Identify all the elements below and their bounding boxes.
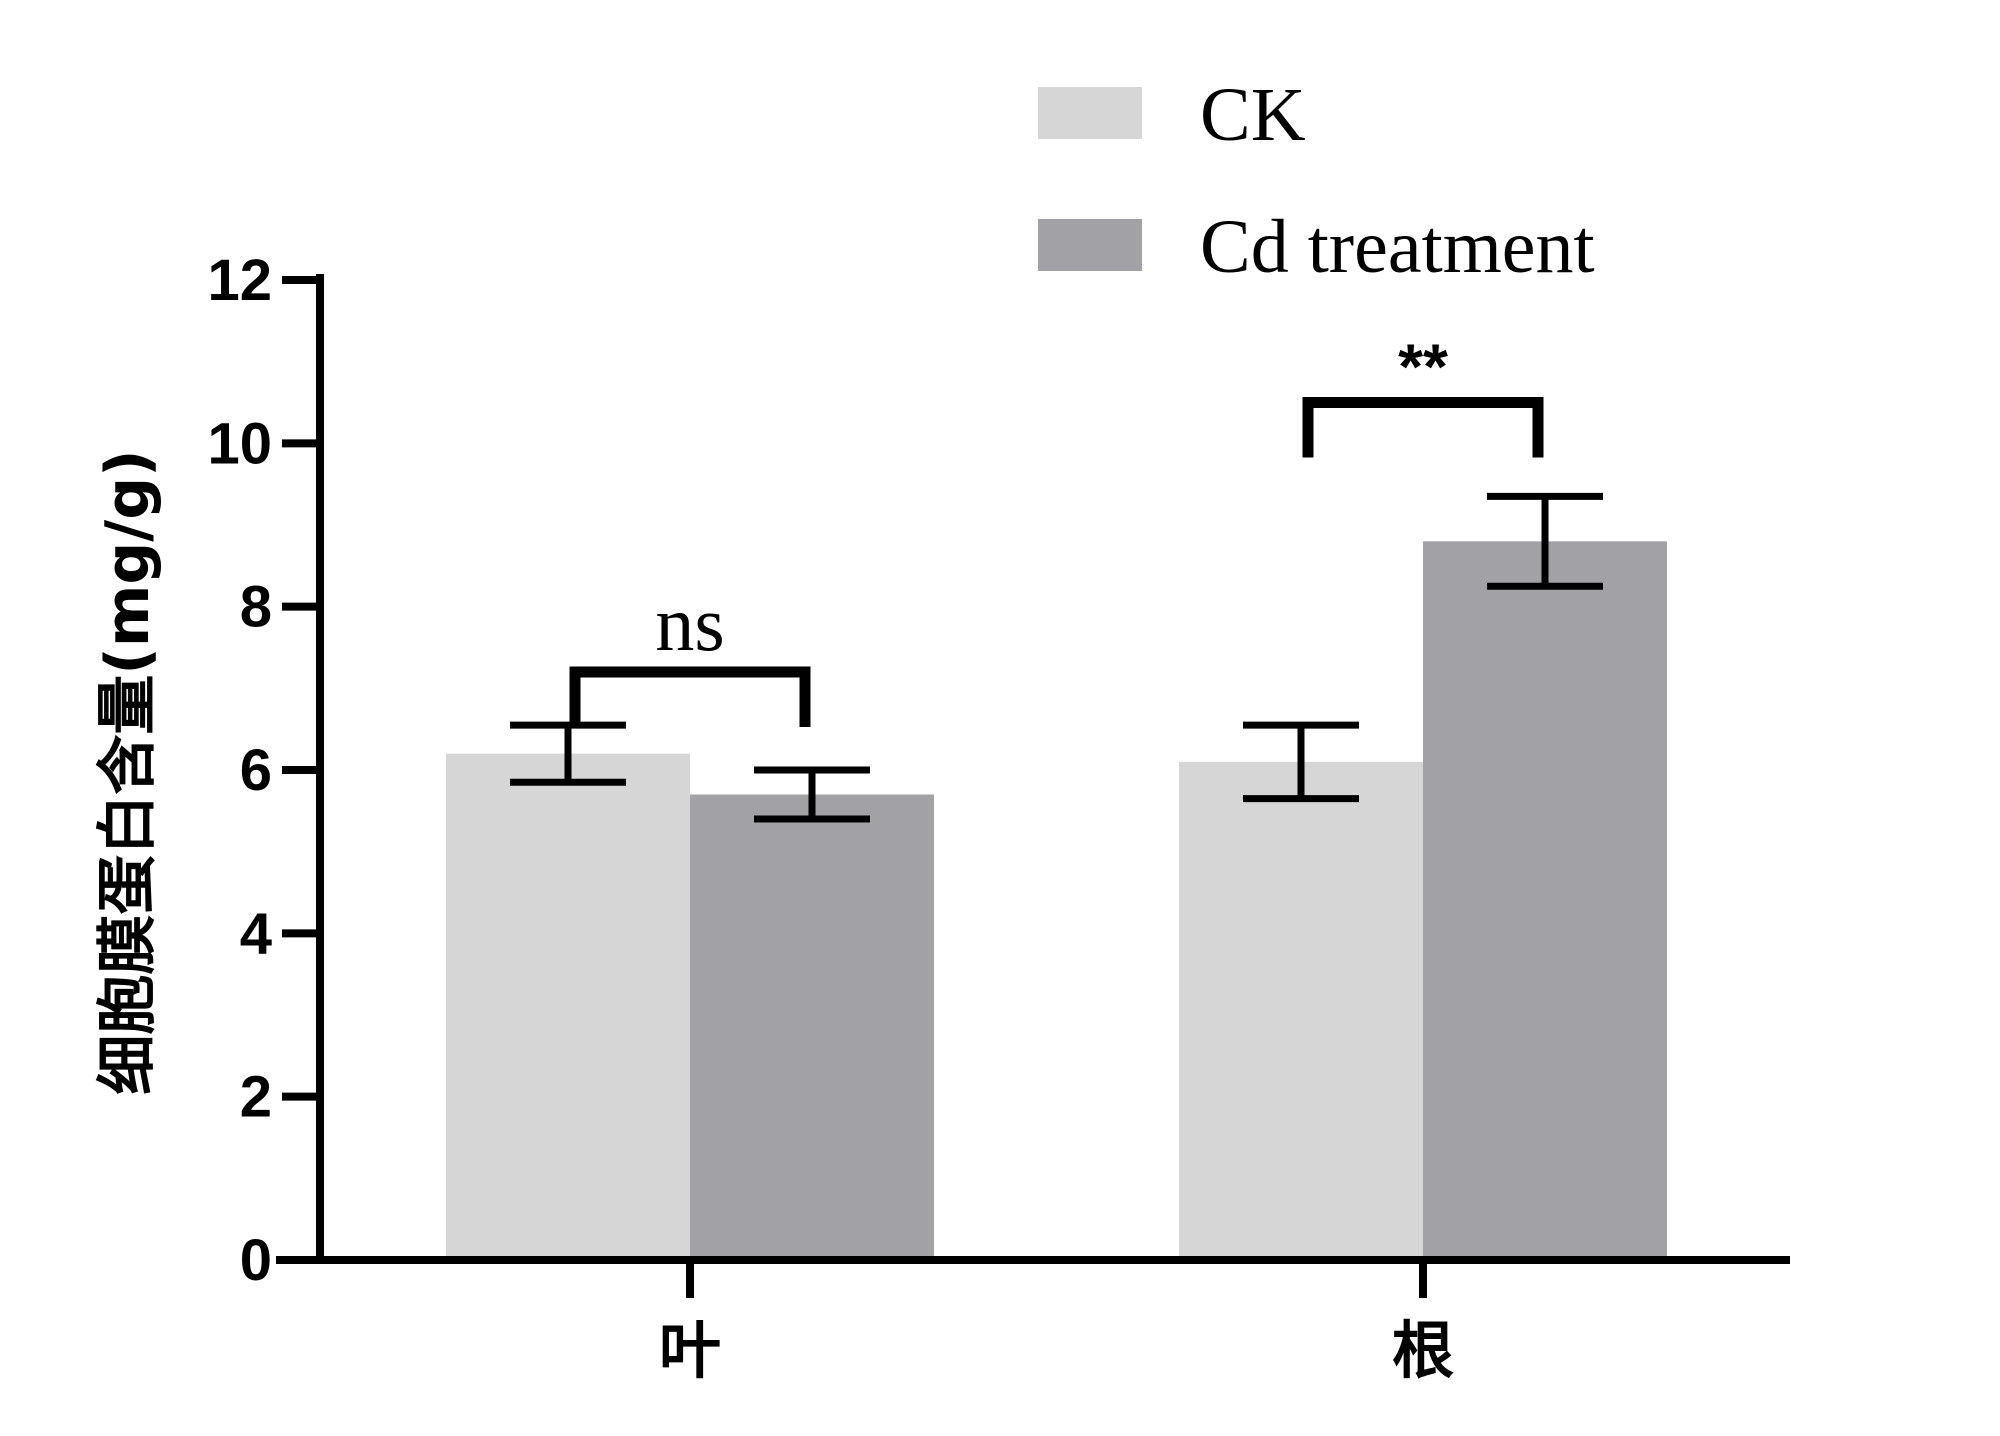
legend-label-1: Cd treatment [1200, 205, 1595, 289]
bar-0-1 [690, 794, 934, 1260]
x-tick-label-1: 根 [1392, 1314, 1454, 1387]
y-tick-label-3: 6 [240, 738, 272, 803]
x-tick-label-0: 叶 [659, 1314, 721, 1387]
bars-group [446, 541, 1667, 1260]
significance-label-1: ** [1398, 331, 1448, 403]
y-tick-label-0: 0 [240, 1228, 272, 1293]
error-bars-group [510, 492, 1603, 823]
bar-1-0 [1179, 761, 1423, 1260]
y-tick-label-6: 12 [207, 248, 272, 313]
y-tick-label-4: 8 [240, 575, 272, 640]
y-tick-label-5: 10 [207, 411, 272, 476]
y-axis-label: 细胞膜蛋白含量(mg/g) [93, 449, 163, 1094]
bar-0-0 [446, 753, 690, 1260]
legend-label-0: CK [1200, 73, 1306, 157]
legend-swatch-0 [1038, 87, 1142, 139]
significance-bracket-0 [569, 666, 811, 727]
legend: CK Cd treatment [1038, 73, 1595, 289]
bar-1-1 [1423, 541, 1667, 1260]
significance-bracket-1 [1302, 397, 1544, 458]
y-tick-label-2: 4 [240, 901, 272, 966]
axes-group: 0 2 4 6 8 10 12 叶 根 [207, 248, 1790, 1387]
legend-swatch-1 [1038, 219, 1142, 271]
y-tick-label-1: 2 [240, 1065, 272, 1130]
significance-group: ns ** [569, 331, 1544, 727]
significance-label-0: ns [655, 580, 724, 667]
